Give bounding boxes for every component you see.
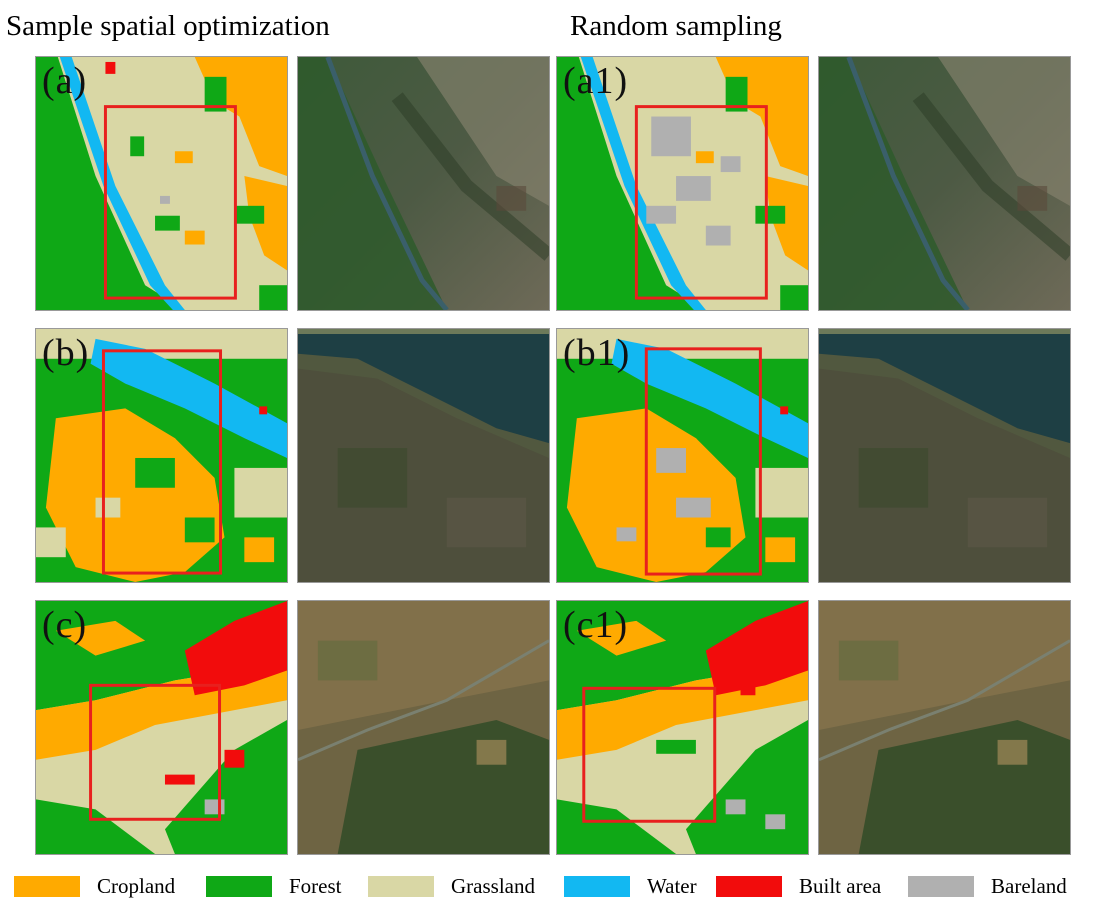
legend-item-cropland: Cropland bbox=[14, 868, 175, 904]
legend-label-water: Water bbox=[647, 873, 697, 898]
legend-swatch-built-area bbox=[716, 875, 782, 897]
legend-item-grassland: Grassland bbox=[368, 868, 535, 904]
satellite-image-b1 bbox=[818, 328, 1071, 583]
satellite-image-b bbox=[297, 328, 550, 583]
classification-map-a: (a) bbox=[35, 56, 288, 311]
classification-map-b: (b) bbox=[35, 328, 288, 583]
legend-item-forest: Forest bbox=[206, 868, 342, 904]
classification-map-b1: (b1) bbox=[556, 328, 809, 583]
satellite-image-a bbox=[297, 56, 550, 311]
panel-label-a1: (a1) bbox=[563, 60, 629, 102]
legend-label-grassland: Grassland bbox=[451, 873, 535, 898]
classification-map-a1: (a1) bbox=[556, 56, 809, 311]
panel-label-c: (c) bbox=[42, 604, 88, 646]
legend-item-built-area: Built area bbox=[716, 868, 881, 904]
panel-label-b1: (b1) bbox=[563, 332, 631, 374]
panel-label-c1: (c1) bbox=[563, 604, 629, 646]
legend-item-bareland: Bareland bbox=[908, 868, 1067, 904]
legend-swatch-grassland bbox=[368, 875, 434, 897]
satellite-image-c bbox=[297, 600, 550, 855]
legend-label-cropland: Cropland bbox=[97, 873, 176, 898]
satellite-image-a1 bbox=[818, 56, 1071, 311]
legend-item-water: Water bbox=[564, 868, 697, 904]
legend-label-forest: Forest bbox=[289, 873, 342, 898]
legend: Cropland Forest Grassland Water Built ar… bbox=[0, 868, 1102, 904]
legend-swatch-forest bbox=[206, 875, 272, 897]
legend-swatch-water bbox=[564, 875, 630, 897]
legend-swatch-cropland bbox=[14, 875, 80, 897]
panel-label-a: (a) bbox=[42, 60, 88, 102]
legend-swatch-bareland bbox=[908, 875, 974, 897]
legend-label-bareland: Bareland bbox=[991, 873, 1067, 898]
heading-sample-spatial-optimization: Sample spatial optimization bbox=[6, 10, 330, 42]
satellite-image-c1 bbox=[818, 600, 1071, 855]
panel-label-b: (b) bbox=[42, 332, 90, 374]
classification-map-c1: (c1) bbox=[556, 600, 809, 855]
legend-label-built-area: Built area bbox=[799, 873, 882, 898]
classification-map-c: (c) bbox=[35, 600, 288, 855]
heading-random-sampling: Random sampling bbox=[570, 10, 782, 42]
